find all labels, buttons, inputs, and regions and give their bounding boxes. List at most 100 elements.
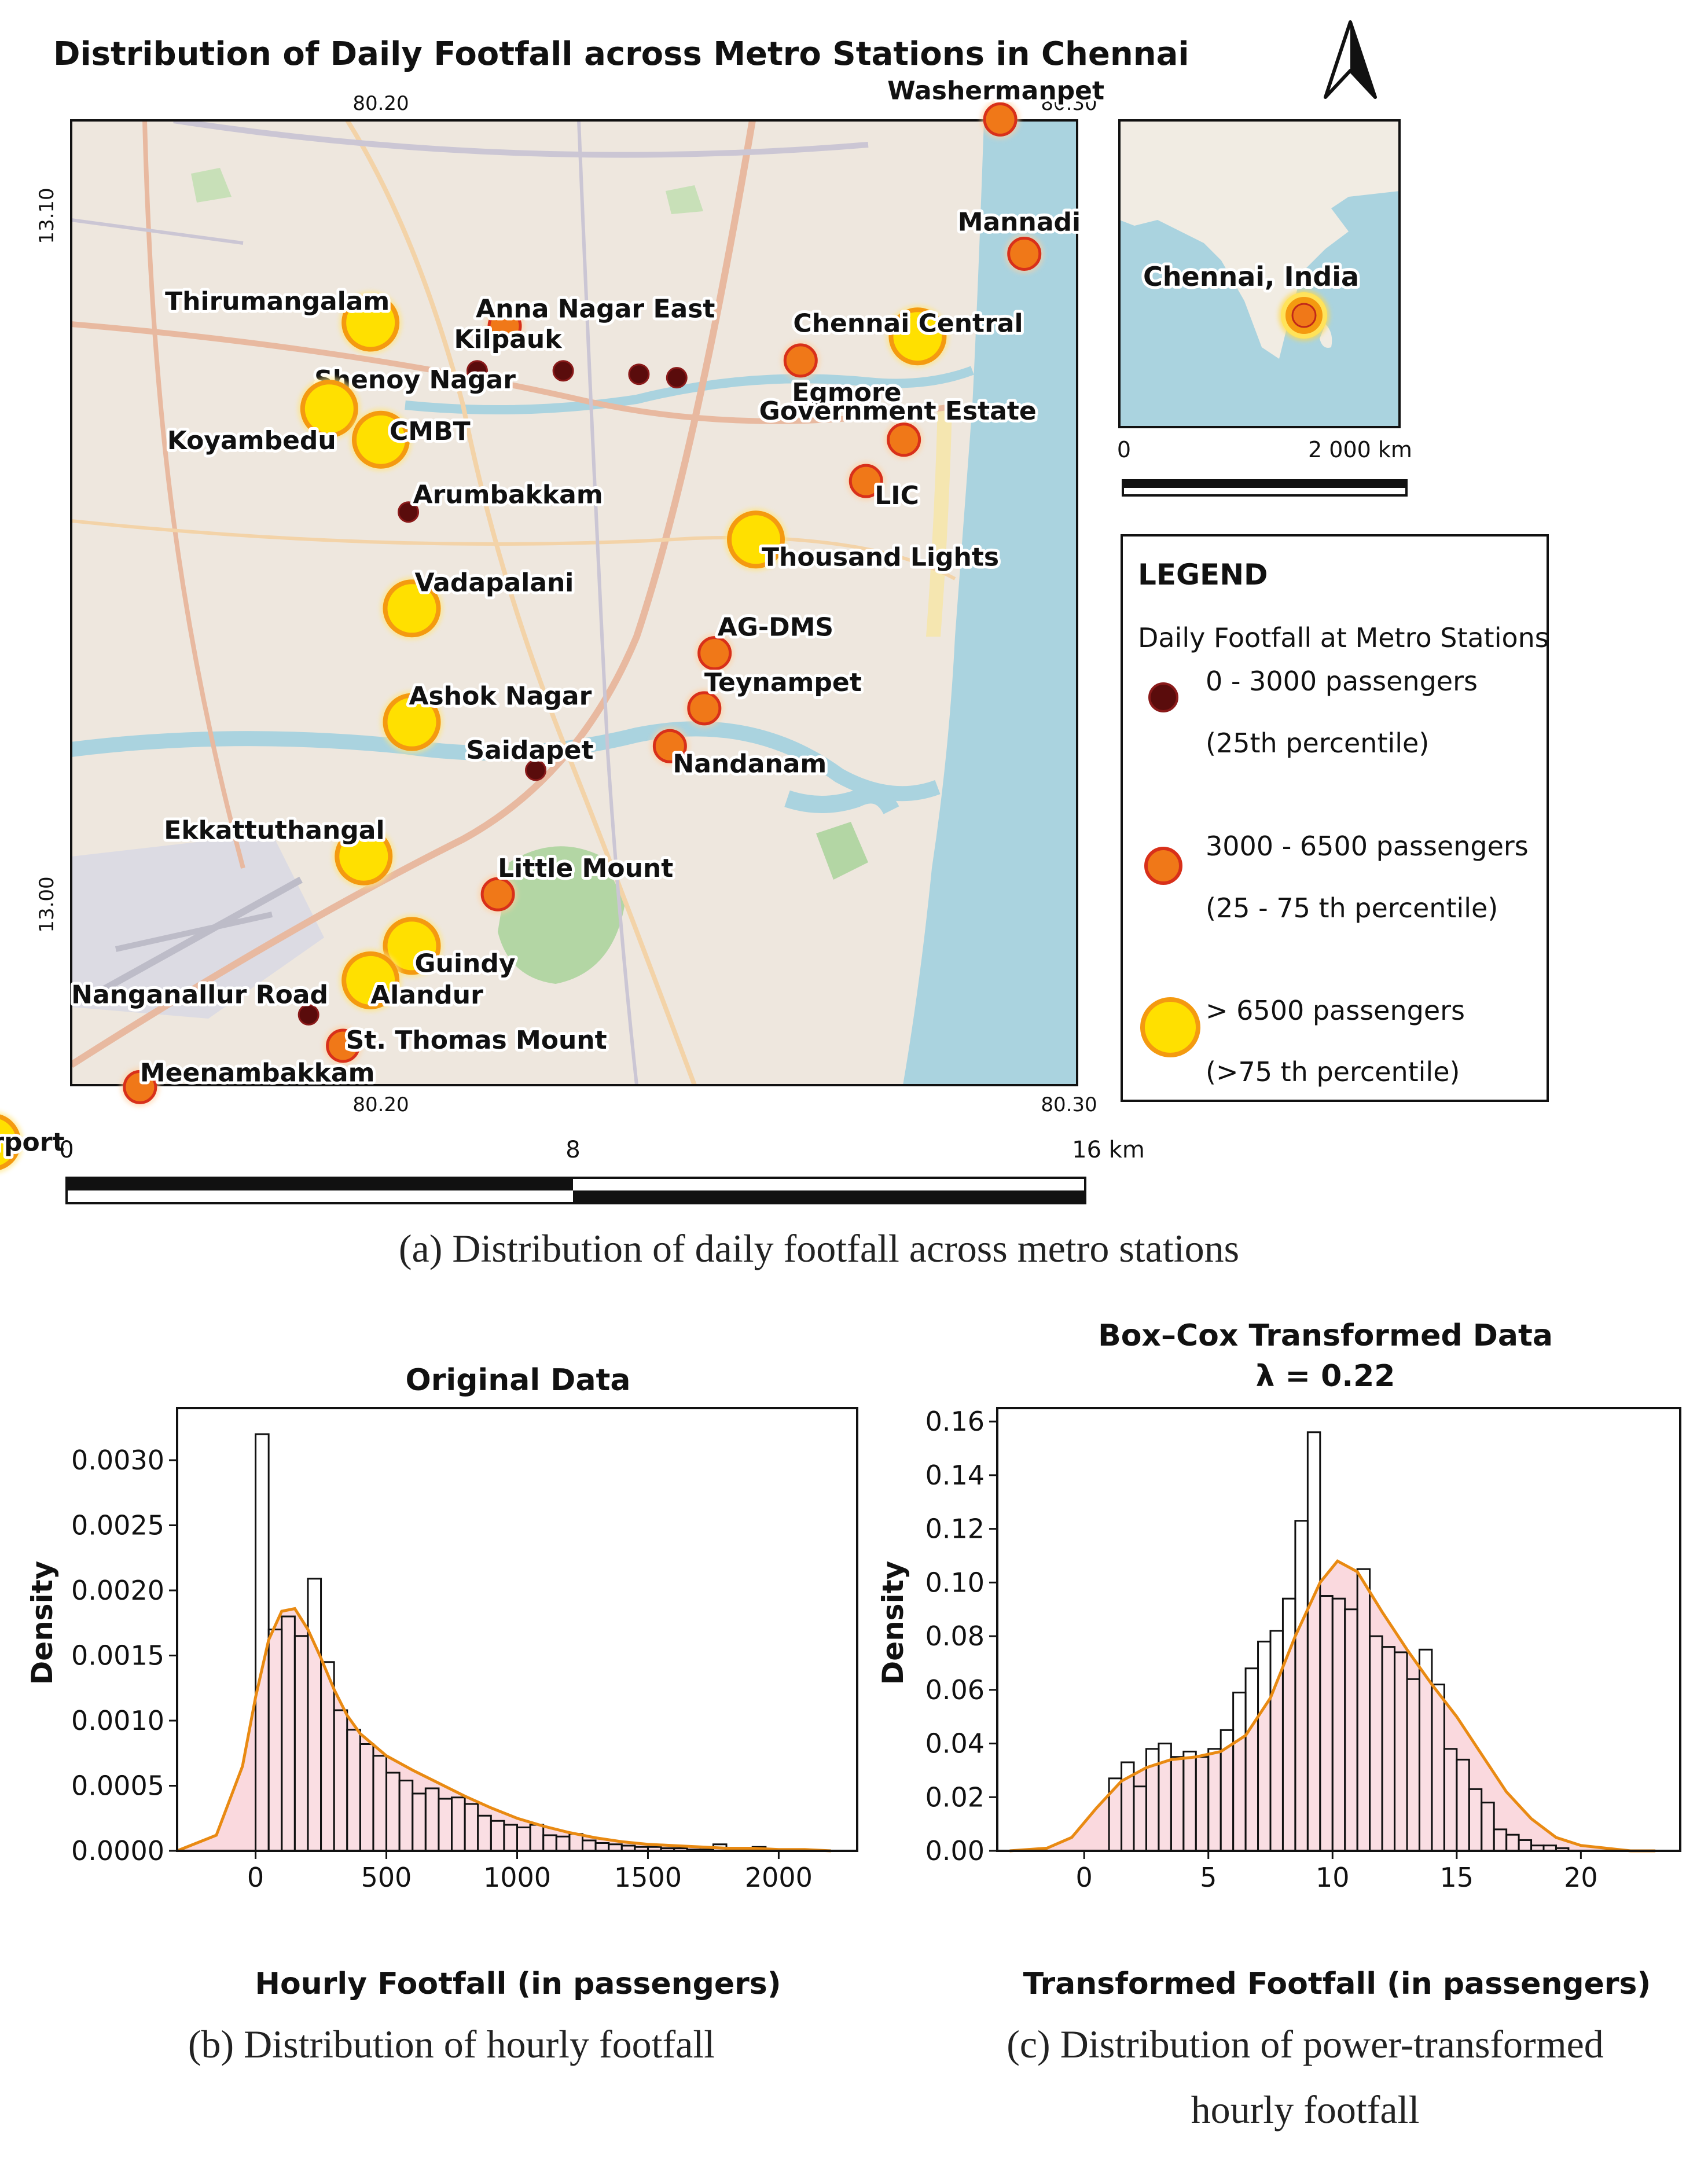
station-label-nandanam: Nandanam — [673, 749, 827, 778]
station-marker-low — [552, 360, 574, 382]
histogram-bar — [1319, 1595, 1334, 1852]
lat-label-13-10: 13.10 — [35, 188, 58, 244]
station-label-ag-dms: AG-DMS — [718, 613, 833, 642]
station-marker-high — [727, 510, 785, 569]
station-ashok-nagar: Ashok Nagar — [380, 679, 595, 754]
inset-scale-label-0: 0 — [1117, 437, 1131, 462]
y-tick-label: 0.04 — [925, 1728, 985, 1759]
histogram-bar — [1306, 1431, 1321, 1852]
station-ag-dms: AG-DMS — [695, 610, 836, 673]
station-label-thirumangalam: Thirumangalam — [165, 286, 390, 316]
histogram-bar — [1505, 1833, 1520, 1852]
histogram-bar — [581, 1839, 597, 1852]
station-label-teynampet: Teynampet — [704, 668, 862, 697]
histogram-bar — [333, 1709, 348, 1852]
legend-label-high: > 6500 passengers — [1206, 995, 1465, 1026]
station-cmbt: CMBT — [350, 408, 473, 471]
histogram-bar — [359, 1743, 374, 1852]
station-label-vadapalani: Vadapalani — [415, 568, 574, 597]
station-marker-mid — [687, 691, 722, 726]
histogram-bar — [503, 1824, 519, 1852]
station-label-arumbakkam: Arumbakkam — [413, 480, 603, 510]
histogram-bar — [438, 1798, 453, 1852]
histogram-bar — [490, 1820, 505, 1852]
station-meenambakkam: Meenambakkam — [120, 1055, 377, 1107]
histogram-bar — [1468, 1788, 1483, 1852]
station-egmore: Egmore — [781, 340, 904, 410]
histogram-bar — [1493, 1828, 1508, 1852]
station-marker-high — [383, 917, 441, 975]
y-tick-label: 0.06 — [925, 1674, 985, 1706]
station-alandur: Alandur — [339, 949, 486, 1013]
lon-label-bottom-80-30: 80.30 — [1041, 1093, 1097, 1116]
histogram-bar — [1207, 1748, 1222, 1852]
y-tick-label: 0.12 — [925, 1513, 985, 1545]
station-marker-high — [300, 380, 358, 438]
chart-b-xlabel: Hourly Footfall (in passengers) — [255, 1967, 781, 2001]
histogram-bar — [1269, 1630, 1284, 1852]
station-label-washermanpet: Washermanpet — [887, 76, 1104, 105]
map-legend: LEGEND Daily Footfall at Metro Stations … — [1121, 534, 1549, 1102]
station-label-shenoy-nagar: Shenoy Nagar — [314, 365, 516, 395]
station-vadapalani: Vadapalani — [380, 565, 576, 640]
station-label-guindy: Guindy — [415, 949, 516, 978]
station-mannadi: Mannadi — [955, 204, 1083, 274]
station-label-thousand-lights: Thousand Lights — [762, 542, 999, 572]
legend-label-mid: 3000 - 6500 passengers — [1206, 831, 1529, 862]
caption-c-line2: hourly footfall — [1191, 2088, 1420, 2132]
inset-map: Chennai, India 0 2 000 km — [1117, 119, 1412, 497]
station-label-anna-nagar-east: Anna Nagar East — [476, 294, 715, 324]
chart-boxcox-data: Box–Cox Transformed Data λ = 0.22 Densit… — [876, 1318, 1681, 2132]
chart-original-data: Original Data Density Hourly Footfall (i… — [25, 1363, 858, 2066]
legend-swatch-mid — [1144, 847, 1182, 885]
station-marker-low — [466, 360, 488, 382]
histogram-bar — [320, 1661, 335, 1852]
station-marker-mid — [783, 343, 818, 378]
x-tick-label: 1500 — [614, 1862, 682, 1893]
station-thousand-lights: Thousand Lights — [725, 508, 1002, 575]
y-tick-label: 0.00 — [925, 1835, 985, 1866]
histogram-bar — [1381, 1646, 1396, 1852]
map-scale-bar: 0 8 16 km — [59, 1137, 1145, 1204]
station-label-meenambakkam: Meenambakkam — [140, 1058, 375, 1087]
station-marker-low — [666, 367, 688, 389]
station-koyambedu: Koyambedu — [164, 377, 361, 458]
station-thirumangalam: Thirumangalam — [162, 284, 402, 354]
histogram-bar — [1294, 1520, 1309, 1852]
histogram-bar — [516, 1827, 531, 1852]
kde-line — [1009, 1559, 1656, 1853]
histogram-bar — [281, 1615, 296, 1852]
station-teynampet: Teynampet — [684, 665, 865, 728]
y-tick-label: 0.0005 — [71, 1770, 164, 1802]
histogram-bar — [1456, 1758, 1470, 1852]
legend-note-low: (25th percentile) — [1206, 727, 1429, 759]
histogram-bar — [1331, 1597, 1346, 1852]
map-frame — [70, 119, 1078, 1086]
station-label-airport: Airport — [0, 1128, 65, 1157]
station-chennai-central: Chennai Central — [790, 305, 1026, 368]
lon-label-top-80-30: 80.30 — [1041, 92, 1097, 115]
x-tick-label: 1000 — [483, 1862, 551, 1893]
caption-c-line1: (c) Distribution of power-transformed — [1007, 2022, 1604, 2066]
station-label-st-thomas-mount: St. Thomas Mount — [346, 1026, 607, 1055]
histogram-bar — [1232, 1691, 1247, 1852]
chart-c-xlabel: Transformed Footfall (in passengers) — [1023, 1967, 1651, 2001]
histogram-bar — [568, 1833, 583, 1852]
lon-label-bottom-80-20: 80.20 — [352, 1093, 409, 1116]
histogram-bar — [385, 1772, 401, 1852]
chart-c-subtitle: λ = 0.22 — [1256, 1359, 1395, 1394]
station-label-government-estate: Government Estate — [759, 396, 1037, 426]
histogram-bar — [1344, 1608, 1358, 1852]
station-label-koyambedu: Koyambedu — [167, 426, 336, 455]
histogram-bar — [451, 1796, 466, 1852]
y-tick-label: 0.10 — [925, 1567, 985, 1598]
y-tick-label: 0.0010 — [71, 1705, 164, 1736]
x-tick-label: 15 — [1440, 1862, 1474, 1893]
histogram-bar — [412, 1792, 427, 1852]
histogram-bar — [1257, 1640, 1272, 1852]
scale-label-8: 8 — [565, 1137, 580, 1163]
station-marker-low — [525, 759, 547, 781]
y-tick-label: 0.02 — [925, 1781, 985, 1813]
station-marker-high — [383, 579, 441, 638]
